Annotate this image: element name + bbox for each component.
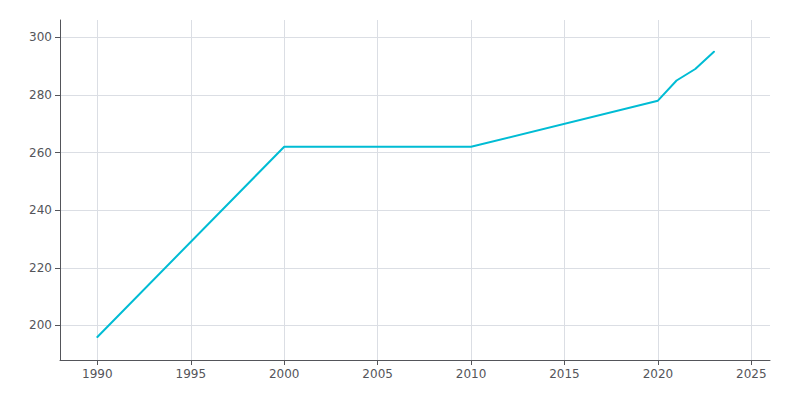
svg-text:1990: 1990 bbox=[82, 367, 113, 381]
svg-text:2010: 2010 bbox=[456, 367, 487, 381]
svg-text:1995: 1995 bbox=[176, 367, 207, 381]
svg-text:260: 260 bbox=[29, 146, 52, 160]
svg-text:300: 300 bbox=[29, 30, 52, 44]
svg-text:2020: 2020 bbox=[643, 367, 674, 381]
svg-text:2000: 2000 bbox=[269, 367, 300, 381]
svg-text:280: 280 bbox=[29, 88, 52, 102]
svg-text:220: 220 bbox=[29, 261, 52, 275]
svg-text:240: 240 bbox=[29, 203, 52, 217]
svg-text:200: 200 bbox=[29, 318, 52, 332]
svg-text:2015: 2015 bbox=[549, 367, 580, 381]
svg-text:2025: 2025 bbox=[736, 367, 767, 381]
svg-text:2005: 2005 bbox=[362, 367, 393, 381]
